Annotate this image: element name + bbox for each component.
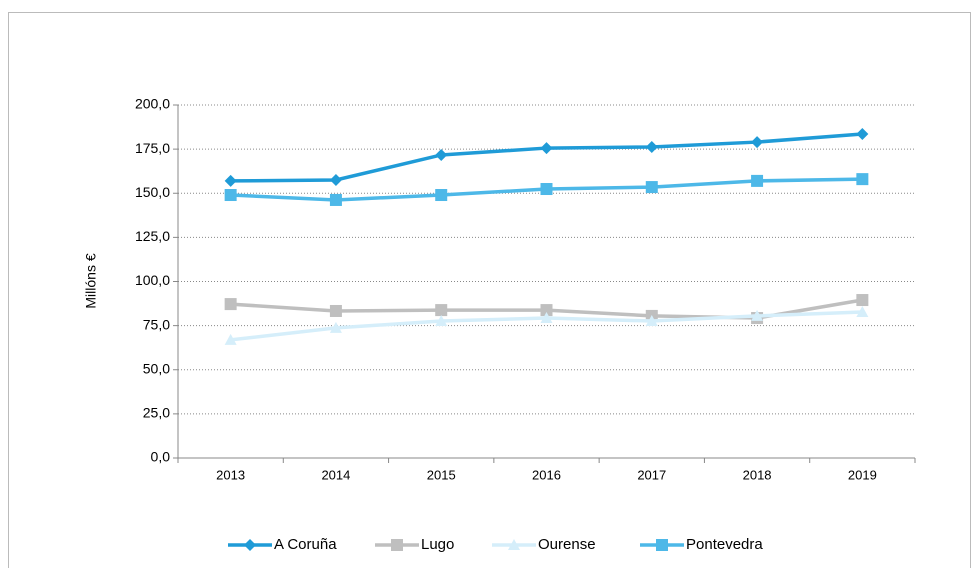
marker [751,309,764,321]
marker [751,174,764,187]
y-tick-label: 50,0 [143,360,170,376]
marker [435,189,448,202]
marker [435,304,448,317]
y-axis-label: Millóns € [83,253,99,308]
marker [329,193,342,206]
legend-marker [508,539,520,550]
marker [856,173,869,186]
marker [856,294,869,307]
marker [329,174,342,187]
marker [856,306,869,318]
y-tick-label: 0,0 [151,449,171,465]
marker [224,189,237,202]
legend-label: Pontevedra [686,536,763,553]
x-tick-label: 2014 [321,467,350,482]
marker [329,304,342,317]
x-tick-label: 2013 [216,467,245,482]
marker [540,304,553,317]
marker [540,312,553,324]
y-tick-label: 200,0 [135,96,170,112]
legend-label: Lugo [421,536,454,553]
marker [751,136,764,149]
y-tick-label: 125,0 [135,228,170,244]
series-line [230,132,863,183]
x-tick-label: 2019 [848,467,877,482]
marker [645,141,658,154]
x-tick-label: 2015 [427,467,456,482]
marker [224,333,237,345]
marker [645,181,658,194]
legend-marker [244,539,256,551]
y-tick-label: 175,0 [135,140,170,156]
marker [435,148,448,161]
marker [224,298,237,311]
y-tick-label: 25,0 [143,405,170,421]
marker [540,142,553,155]
marker [435,315,448,327]
marker [224,174,237,187]
x-tick-label: 2017 [637,467,666,482]
legend-marker [391,539,403,551]
legend-label: Ourense [538,536,596,553]
x-tick-label: 2018 [743,467,772,482]
y-tick-label: 150,0 [135,184,170,200]
legend-label: A Coruña [274,536,337,553]
chart-frame [8,12,971,568]
x-tick-label: 2016 [532,467,561,482]
marker [329,321,342,333]
y-tick-label: 100,0 [135,272,170,288]
marker [645,315,658,327]
marker [856,127,869,140]
legend-marker [656,539,668,551]
marker [540,183,553,196]
y-tick-label: 75,0 [143,316,170,332]
